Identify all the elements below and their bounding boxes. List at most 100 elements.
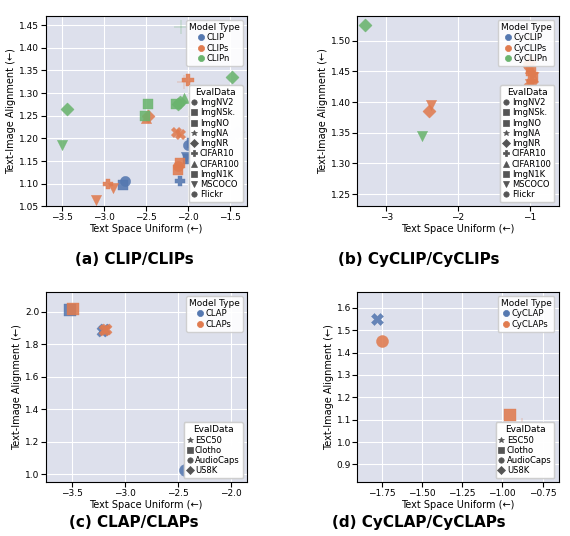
Point	[233, 435, 242, 444]
Point	[175, 130, 184, 138]
Point	[529, 79, 538, 88]
Legend: ESC50, Clotho, AudioCaps, US8K: ESC50, Clotho, AudioCaps, US8K	[184, 422, 243, 478]
Y-axis label: Text-Image Alignment (←): Text-Image Alignment (←)	[6, 48, 17, 174]
Point	[527, 172, 536, 180]
Point	[180, 93, 189, 102]
Point	[524, 141, 533, 150]
X-axis label: Text Space Uniform (←): Text Space Uniform (←)	[401, 501, 515, 510]
Point	[108, 184, 117, 192]
Point	[99, 326, 108, 334]
Point	[221, 102, 230, 111]
Point	[527, 138, 536, 146]
Point	[527, 141, 536, 150]
X-axis label: Text Space Uniform (←): Text Space Uniform (←)	[89, 225, 203, 234]
Point	[143, 111, 152, 120]
Point	[121, 177, 130, 186]
Point	[227, 73, 236, 81]
Point	[231, 445, 241, 453]
Point	[194, 152, 203, 161]
Point	[526, 162, 535, 171]
Y-axis label: Text-Image Alignment (←): Text-Image Alignment (←)	[12, 324, 22, 450]
Point	[118, 181, 127, 189]
Point	[175, 98, 184, 107]
Point	[184, 75, 193, 84]
Point	[184, 154, 193, 163]
Point	[192, 145, 201, 154]
Text: (b) CyCLIP/CyCLIPs: (b) CyCLIP/CyCLIPs	[338, 252, 500, 267]
Y-axis label: Text-Image Alignment (←): Text-Image Alignment (←)	[324, 324, 334, 450]
Y-axis label: Text-Image Alignment (←): Text-Image Alignment (←)	[318, 48, 328, 174]
Point	[104, 180, 113, 188]
Point	[175, 177, 184, 186]
Point	[522, 129, 531, 137]
Point	[524, 61, 533, 70]
Point	[58, 141, 67, 150]
Point	[140, 111, 149, 120]
Point	[207, 102, 216, 111]
Point	[180, 78, 189, 86]
Point	[177, 23, 186, 32]
Point	[524, 33, 534, 42]
Point	[372, 315, 381, 323]
Point	[68, 305, 78, 314]
Point	[232, 128, 241, 136]
Point	[517, 420, 526, 428]
Text: (c) CLAP/CLAPs: (c) CLAP/CLAPs	[69, 515, 199, 530]
Point	[526, 138, 535, 146]
Point	[97, 327, 106, 336]
Text: (a) CLIP/CLIPs: (a) CLIP/CLIPs	[75, 252, 193, 267]
Point	[514, 456, 523, 464]
Point	[425, 107, 434, 116]
Point	[524, 159, 533, 168]
Point	[226, 130, 235, 138]
Point	[173, 100, 182, 109]
Point	[426, 101, 435, 109]
Point	[418, 131, 427, 140]
Point	[527, 67, 536, 76]
Legend: ImgNV2, ImgNSk., ImgNO, ImgNA, ImgNR, CIFAR10, CIFAR100, ImgN1K, MSCOCO, Flickr: ImgNV2, ImgNSk., ImgNO, ImgNA, ImgNR, CI…	[189, 85, 243, 202]
Point	[230, 443, 239, 452]
Point	[529, 147, 538, 155]
X-axis label: Text Space Uniform (←): Text Space Uniform (←)	[401, 225, 515, 234]
Point	[62, 105, 71, 113]
Point	[527, 147, 536, 155]
Point	[526, 58, 535, 66]
Point	[377, 337, 386, 346]
Point	[171, 128, 180, 136]
Point	[360, 21, 369, 29]
Point	[181, 466, 190, 474]
Point	[529, 73, 538, 82]
Point	[99, 324, 108, 333]
Point	[524, 83, 533, 91]
Point	[527, 104, 536, 113]
Point	[524, 125, 533, 134]
Point	[526, 79, 535, 88]
Point	[526, 101, 535, 109]
Point	[143, 100, 152, 109]
Point	[171, 100, 180, 109]
Point	[528, 70, 538, 79]
Point	[506, 465, 515, 473]
X-axis label: Text Space Uniform (←): Text Space Uniform (←)	[89, 501, 203, 510]
Point	[217, 141, 226, 150]
Point	[231, 434, 240, 442]
Point	[141, 114, 150, 122]
Point	[506, 411, 515, 420]
Point	[189, 150, 198, 159]
Legend: ESC50, Clotho, AudioCaps, US8K: ESC50, Clotho, AudioCaps, US8K	[495, 422, 555, 478]
Point	[66, 306, 75, 314]
Point	[186, 461, 195, 470]
Text: (d) CyCLAP/CyCLAPs: (d) CyCLAP/CyCLAPs	[332, 515, 506, 530]
Point	[522, 162, 531, 171]
Point	[91, 195, 100, 204]
Point	[190, 154, 200, 163]
Point	[194, 148, 203, 157]
Point	[522, 189, 531, 197]
Point	[173, 161, 182, 170]
Point	[526, 64, 535, 72]
Point	[527, 168, 536, 177]
Legend: ImgNV2, ImgNSk., ImgNO, ImgNA, ImgNR, CIFAR10, CIFAR100, ImgN1K, MSCOCO, Flickr: ImgNV2, ImgNSk., ImgNO, ImgNA, ImgNR, CI…	[500, 85, 555, 202]
Point	[182, 152, 191, 161]
Point	[101, 324, 111, 333]
Point	[526, 168, 535, 177]
